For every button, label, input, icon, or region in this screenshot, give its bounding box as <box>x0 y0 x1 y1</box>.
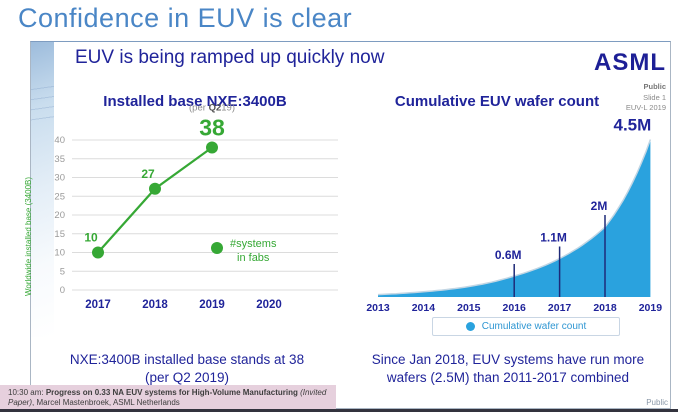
slide-meta: Public Slide 1 EUV-L 2019 <box>626 82 666 114</box>
svg-text:2015: 2015 <box>457 302 481 314</box>
right-caption: Since Jan 2018, EUV systems have run mor… <box>371 352 645 385</box>
slide-heading: EUV is being ramped up quickly now <box>75 47 385 68</box>
installed-base-legend: #systems in fabs <box>211 238 276 266</box>
svg-text:0.6M: 0.6M <box>495 248 522 262</box>
svg-text:35: 35 <box>54 154 65 165</box>
svg-text:25: 25 <box>54 191 65 202</box>
decorative-strip <box>31 42 54 337</box>
slide-frame <box>30 41 671 409</box>
svg-text:4.5M: 4.5M <box>614 116 652 135</box>
installed-base-legend-label: #systems in fabs <box>230 238 277 264</box>
svg-text:10: 10 <box>54 248 65 259</box>
svg-text:1.1M: 1.1M <box>540 231 567 245</box>
agenda-footer-bar: 10:30 am: Progress on 0.33 NA EUV system… <box>0 385 336 409</box>
svg-text:2016: 2016 <box>503 302 527 314</box>
svg-text:15: 15 <box>54 229 65 240</box>
meta-slide-number: Slide 1 <box>643 92 666 102</box>
installed-base-y-axis-label: Worldwide installed base (3400B) <box>24 176 33 296</box>
svg-text:2018: 2018 <box>593 302 617 314</box>
installed-base-chart: 0 5 10 15 20 25 30 35 40 2017 2018 2019 2020 10 27 38 (p… <box>50 100 345 315</box>
svg-text:2019: 2019 <box>199 299 225 311</box>
meta-event: EUV-L 2019 <box>625 103 666 112</box>
svg-text:2018: 2018 <box>142 299 168 311</box>
svg-text:30: 30 <box>54 173 65 184</box>
agenda-time: 10:30 am: <box>8 388 46 397</box>
wafer-count-chart: 0.6M 1.1M 2M 4.5M 2013 2014 2015 2016 2017 2018 20… <box>362 115 668 325</box>
svg-text:2M: 2M <box>591 199 608 213</box>
svg-text:10: 10 <box>84 231 98 245</box>
svg-text:27: 27 <box>141 167 155 181</box>
installed-base-chart-title: Installed base NXE:3400B <box>103 93 287 110</box>
wafer-count-chart-title: Cumulative EUV wafer count <box>394 93 600 110</box>
svg-text:0: 0 <box>60 285 65 296</box>
blue-dot-icon <box>465 322 475 331</box>
public-classification-label: Public <box>646 398 668 407</box>
svg-text:2019: 2019 <box>639 302 663 314</box>
agenda-authors: , Marcel Mastenbroek, ASML Netherlands <box>32 398 180 408</box>
green-dot-icon <box>211 242 223 254</box>
agenda-paper-title: Progress on 0.33 NA EUV systems for High… <box>45 388 298 397</box>
wafer-count-legend-label: Cumulative wafer count <box>481 321 587 332</box>
agenda-paper-type: (Invited Paper) <box>8 388 327 408</box>
svg-text:40: 40 <box>54 135 65 146</box>
left-caption: NXE:3400B installed base stands at 38 (p… <box>69 352 305 385</box>
bottom-rule <box>0 409 678 412</box>
svg-text:20: 20 <box>54 210 65 221</box>
page-title: Confidence in EUV is clear <box>18 3 353 33</box>
svg-text:2017: 2017 <box>85 299 111 311</box>
svg-text:(per Q219): (per Q219) <box>189 103 235 114</box>
svg-text:38: 38 <box>199 115 225 141</box>
svg-text:2013: 2013 <box>366 302 390 314</box>
svg-text:2020: 2020 <box>256 299 282 311</box>
svg-text:2014: 2014 <box>412 302 436 314</box>
wafer-count-legend: Cumulative wafer count <box>432 317 620 336</box>
svg-text:2017: 2017 <box>548 302 572 314</box>
meta-classification: Public <box>643 82 666 91</box>
svg-text:5: 5 <box>60 266 65 277</box>
asml-logo: ASML <box>594 49 666 76</box>
